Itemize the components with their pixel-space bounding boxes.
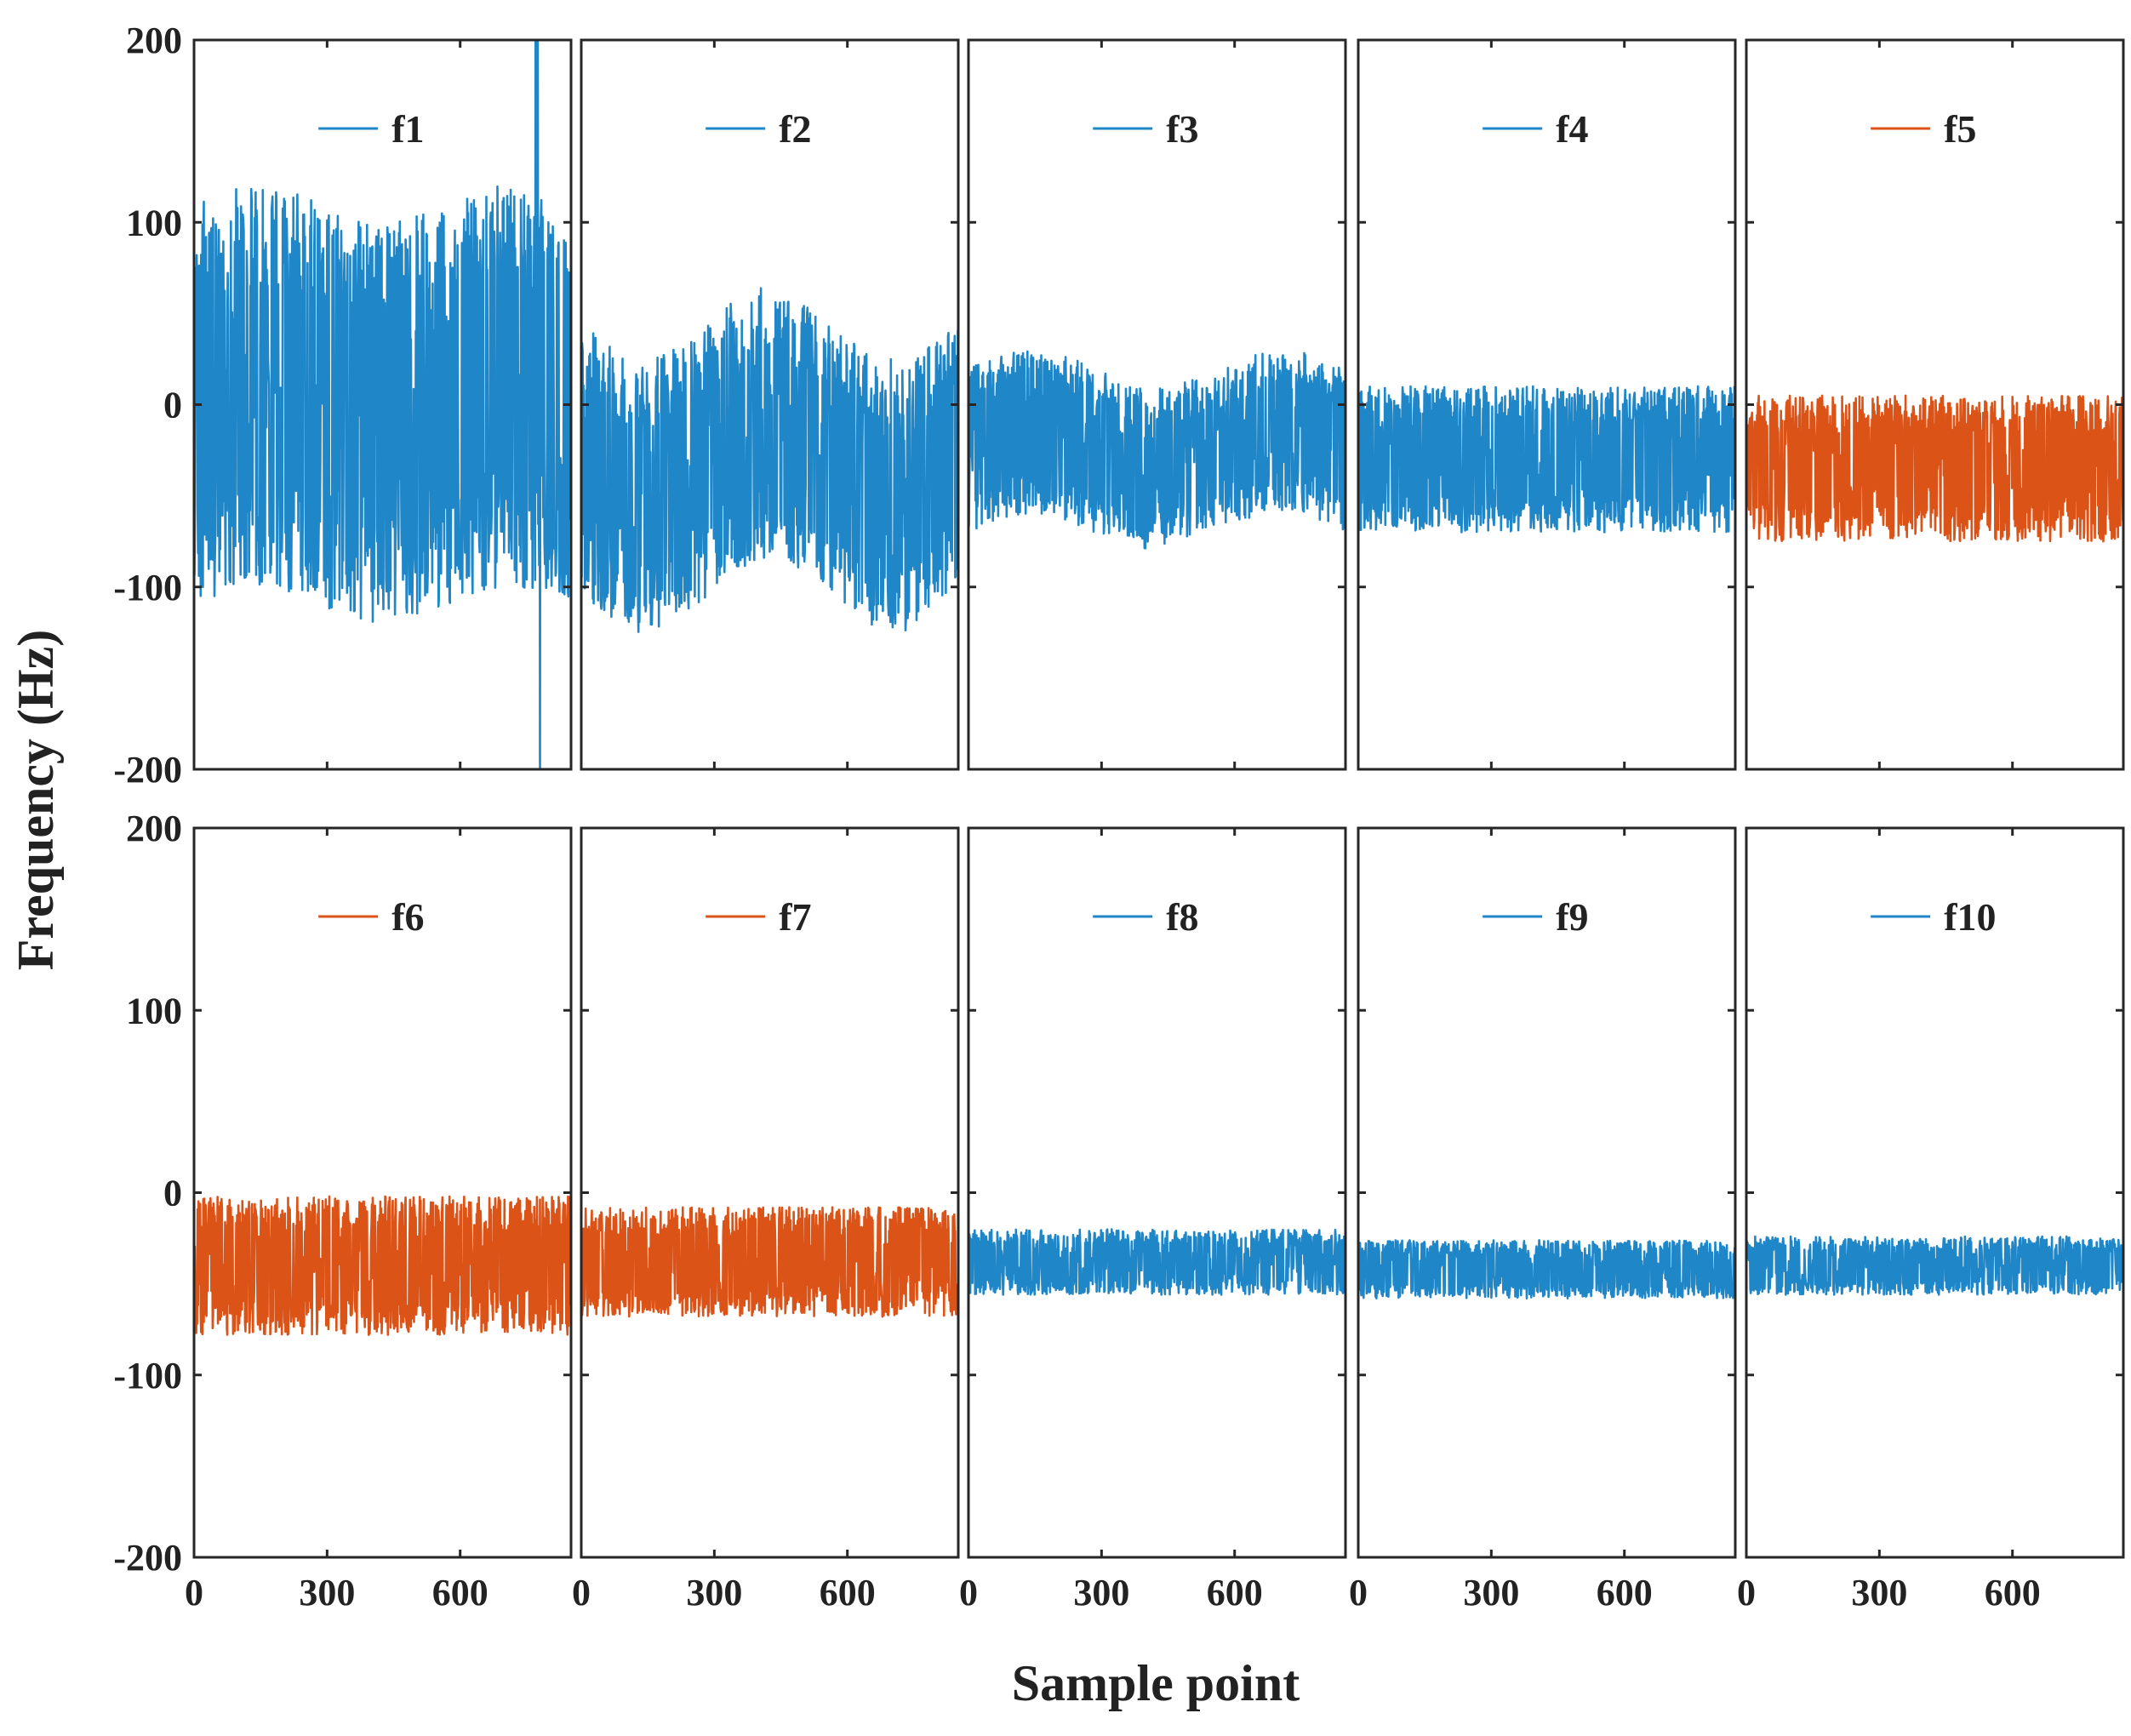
series-line-f6: [194, 1195, 571, 1336]
panel-f5: f5: [1745, 38, 2125, 771]
x-tick-label: 600: [1207, 1572, 1263, 1613]
y-tick-label: 200: [126, 20, 182, 61]
x-tick-label: 600: [432, 1572, 488, 1613]
y-tick-label: 200: [126, 808, 182, 849]
legend-label-f2: f2: [779, 107, 811, 151]
x-tick-label: 0: [959, 1572, 978, 1613]
legend-label-f10: f10: [1944, 895, 1996, 939]
series-line-f4: [1358, 385, 1735, 534]
legend-label-f7: f7: [779, 895, 811, 939]
y-tick-label: -200: [113, 1537, 182, 1579]
panel-f10: 0 300 600 f10: [1737, 826, 2125, 1613]
y-tick-label: -100: [113, 1355, 182, 1396]
panel-f2: f2: [580, 38, 960, 771]
series-line-f1: [194, 40, 571, 769]
x-tick-label: 300: [1851, 1572, 1907, 1613]
series-line-f2: [581, 287, 958, 633]
legend-label-f9: f9: [1556, 895, 1588, 939]
x-tick-label: 300: [1463, 1572, 1519, 1613]
x-tick-label: 0: [185, 1572, 203, 1613]
series-line-f7: [581, 1206, 958, 1318]
panel-frame-f8: [967, 826, 1347, 1559]
legend-label-f8: f8: [1166, 895, 1198, 939]
x-tick-label: 0: [1349, 1572, 1368, 1613]
legend-label-f6: f6: [391, 895, 424, 939]
x-tick-label: 0: [572, 1572, 591, 1613]
x-tick-label: 300: [686, 1572, 742, 1613]
x-tick-label: 600: [1985, 1572, 2041, 1613]
y-tick-label: -200: [113, 749, 182, 791]
y-tick-label: 100: [126, 202, 182, 243]
panel-frame-f9: [1357, 826, 1737, 1559]
panel-frame-f10: [1745, 826, 2125, 1559]
legend-label-f4: f4: [1556, 107, 1588, 151]
x-tick-label: 600: [820, 1572, 876, 1613]
legend-label-f3: f3: [1166, 107, 1198, 151]
y-tick-label: -100: [113, 567, 182, 608]
panel-frame-f7: [580, 826, 960, 1559]
series-line-f8: [968, 1228, 1345, 1296]
x-tick-label: 0: [1737, 1572, 1756, 1613]
y-tick-label: 0: [163, 385, 182, 426]
x-axis-title: Sample point: [1012, 1655, 1300, 1711]
legend-label-f1: f1: [391, 107, 424, 151]
panels: 200 100 0 -100 -200 f1 f2 f3 f4 f5 200 100 0 -100 -200…: [113, 20, 2125, 1613]
panel-f3: f3: [967, 38, 1347, 771]
y-tick-label: 0: [163, 1173, 182, 1214]
panel-f8: 0 300 600 f8: [959, 826, 1347, 1613]
x-tick-label: 300: [1073, 1572, 1129, 1613]
y-axis-title: Frequency (Hz): [8, 630, 64, 970]
series-line-f3: [968, 350, 1345, 550]
panel-f4: f4: [1357, 38, 1737, 771]
panel-f7: 0 300 600 f7: [572, 826, 960, 1613]
panel-frame-f6: [192, 826, 573, 1559]
y-tick-label: 100: [126, 990, 182, 1031]
legend-label-f5: f5: [1944, 107, 1976, 151]
x-tick-label: 600: [1597, 1572, 1653, 1613]
x-tick-label: 300: [299, 1572, 355, 1613]
series-line-f9: [1358, 1239, 1735, 1299]
panel-f1: 200 100 0 -100 -200 f1: [113, 20, 573, 791]
series-line-f5: [1746, 394, 2123, 543]
panel-f9: 0 300 600 f9: [1349, 826, 1737, 1613]
series-line-f10: [1746, 1235, 2123, 1296]
